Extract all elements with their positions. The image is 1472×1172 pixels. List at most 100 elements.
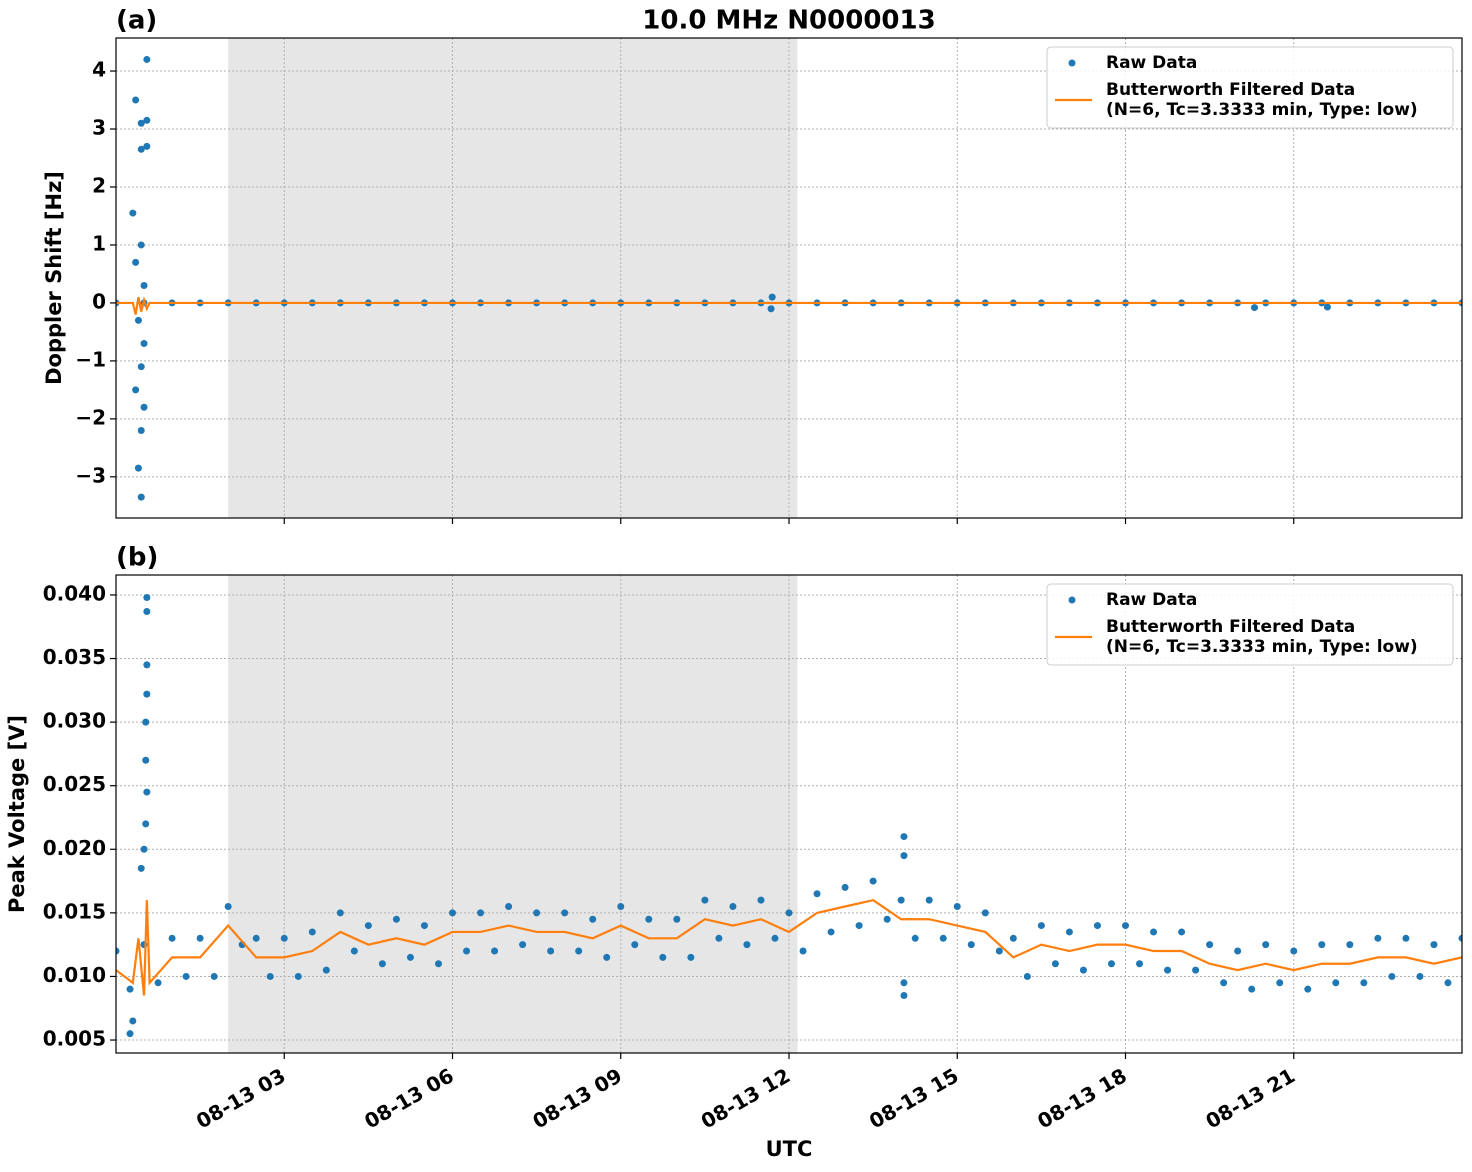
y-tick-label: 3	[92, 116, 106, 140]
raw-point	[1234, 947, 1242, 955]
raw-point	[129, 209, 137, 217]
axes-frame	[115, 574, 1463, 1054]
raw-point	[126, 985, 134, 993]
raw-point	[143, 116, 151, 124]
raw-point	[1220, 979, 1228, 987]
raw-point	[132, 258, 140, 266]
legend-marker	[1068, 59, 1076, 67]
legend: Raw Data Butterworth Filtered Data (N=6, T…	[1046, 46, 1454, 129]
y-tick-label: −1	[75, 347, 106, 371]
raw-point	[266, 972, 274, 980]
raw-point	[132, 96, 140, 104]
raw-point	[1065, 928, 1073, 936]
y-tick-label: 0.035	[43, 645, 106, 669]
raw-point	[897, 896, 905, 904]
x-tick-label: 08-13 21	[1201, 1063, 1299, 1133]
raw-point	[406, 953, 414, 961]
raw-point	[900, 852, 908, 860]
raw-point	[757, 896, 765, 904]
raw-point	[336, 909, 344, 917]
legend-label: Butterworth Filtered Data (N=6, Tc=3.3333…	[1106, 617, 1418, 657]
raw-point	[1388, 972, 1396, 980]
panel-label: (b)	[116, 543, 158, 573]
raw-point	[561, 909, 569, 917]
raw-point	[1178, 928, 1186, 936]
raw-point	[392, 915, 400, 923]
raw-point	[645, 915, 653, 923]
shaded-span	[228, 575, 798, 1053]
raw-point	[137, 493, 145, 501]
raw-point	[631, 941, 639, 949]
raw-point	[939, 934, 947, 942]
raw-point	[1136, 960, 1144, 968]
raw-point	[883, 915, 891, 923]
y-tick-label: 0.030	[43, 709, 106, 733]
x-tick-label: 08-13 15	[865, 1063, 963, 1133]
raw-point	[491, 947, 499, 955]
raw-point	[142, 820, 150, 828]
raw-point	[768, 293, 776, 301]
raw-point	[1122, 922, 1129, 930]
raw-point	[855, 922, 863, 930]
legend-label: Butterworth Filtered Data (N=6, Tc=3.3333…	[1106, 80, 1418, 120]
raw-point	[280, 934, 288, 942]
raw-point	[617, 903, 625, 911]
legend-label-line: Butterworth Filtered Data	[1106, 617, 1355, 637]
raw-point	[420, 922, 428, 930]
raw-point	[1192, 966, 1200, 974]
raw-point	[126, 1030, 134, 1038]
y-tick-label: 0.005	[43, 1027, 106, 1051]
legend: Raw Data Butterworth Filtered Data (N=6, T…	[1046, 583, 1454, 666]
legend-label-line: Butterworth Filtered Data	[1106, 80, 1355, 100]
y-tick-label: 2	[92, 173, 106, 197]
raw-point	[1346, 941, 1354, 949]
raw-point	[134, 464, 142, 472]
raw-point	[137, 119, 145, 127]
raw-point	[715, 934, 723, 942]
y-tick-label: 0.040	[43, 581, 106, 605]
raw-point	[575, 947, 583, 955]
raw-point	[143, 690, 151, 698]
raw-point	[1150, 928, 1158, 936]
raw-point	[224, 903, 232, 911]
raw-point	[1206, 941, 1214, 949]
y-tick-label: 4	[92, 58, 106, 82]
raw-point	[140, 340, 148, 348]
raw-point	[505, 903, 513, 911]
raw-point	[154, 979, 162, 987]
raw-point	[210, 972, 218, 980]
subplot: 08-13 03 08-13 06 08-13 09 08-13 12 08-13 15…	[5, 543, 1463, 1161]
y-tick-label: −2	[75, 405, 106, 429]
raw-point	[729, 903, 737, 911]
raw-point	[137, 241, 145, 249]
legend-marker	[1068, 596, 1076, 604]
raw-point	[589, 915, 597, 923]
filtered-line	[116, 295, 1462, 315]
raw-point	[981, 909, 989, 917]
raw-point	[1430, 941, 1438, 949]
raw-point	[1262, 941, 1270, 949]
raw-point	[827, 928, 835, 936]
raw-point	[1079, 966, 1087, 974]
x-tick-label: 08-13 12	[697, 1063, 795, 1133]
x-tick-label: 08-13 18	[1033, 1063, 1131, 1133]
raw-point	[137, 363, 145, 371]
raw-point	[143, 55, 151, 63]
raw-point	[1037, 922, 1045, 930]
raw-point	[925, 896, 933, 904]
raw-point	[477, 909, 485, 917]
raw-point	[687, 953, 695, 961]
y-axis-label: Doppler Shift [Hz]	[42, 171, 66, 385]
raw-point	[463, 947, 471, 955]
x-tick-label: 08-13 03	[192, 1063, 290, 1133]
raw-point	[813, 890, 821, 898]
raw-point	[767, 305, 775, 313]
raw-point	[1323, 303, 1331, 311]
raw-point	[143, 788, 151, 796]
raw-point	[869, 877, 877, 885]
y-tick-label: 0.020	[43, 836, 106, 860]
raw-point	[1250, 304, 1258, 312]
filtered-line	[116, 898, 1462, 996]
raw-point	[785, 909, 793, 917]
